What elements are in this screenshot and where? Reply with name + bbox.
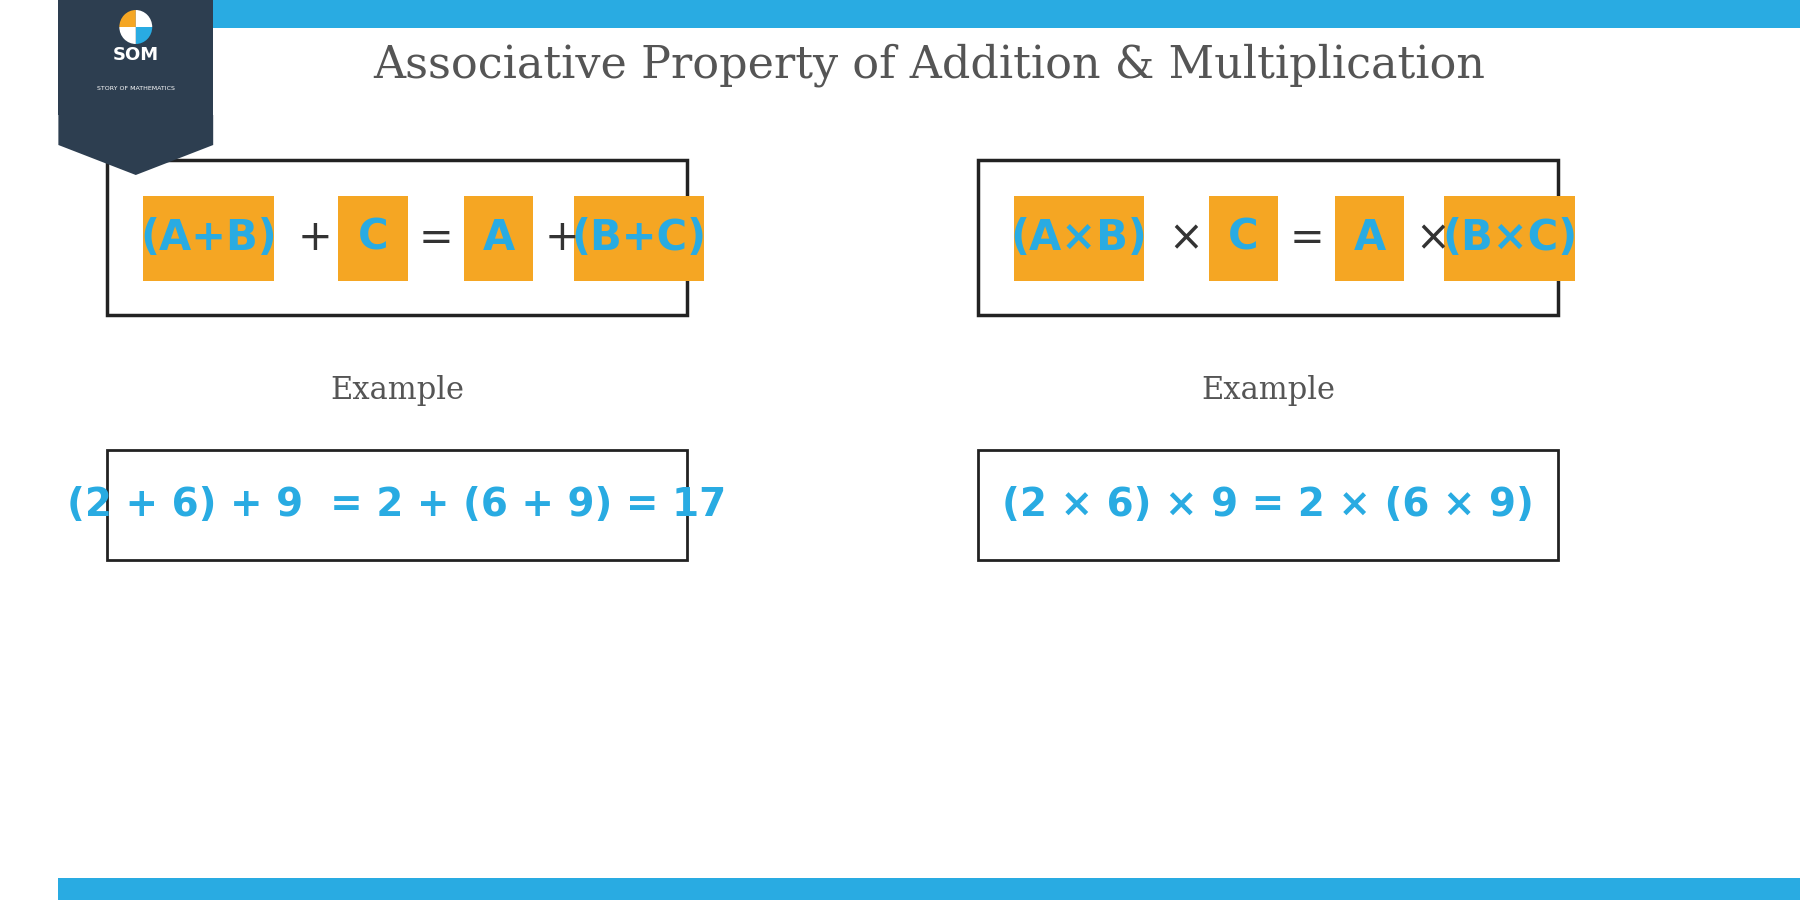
Text: Example: Example — [329, 374, 464, 406]
Text: A: A — [1354, 217, 1386, 259]
Text: C: C — [1228, 217, 1258, 259]
FancyBboxPatch shape — [1444, 195, 1575, 281]
Text: +: + — [297, 217, 333, 259]
Wedge shape — [119, 27, 135, 44]
Text: =: = — [1289, 217, 1325, 259]
FancyBboxPatch shape — [977, 450, 1559, 560]
FancyBboxPatch shape — [106, 450, 688, 560]
Text: SOM: SOM — [113, 46, 158, 64]
FancyBboxPatch shape — [338, 195, 407, 281]
Text: (A×B): (A×B) — [1012, 217, 1148, 259]
FancyBboxPatch shape — [58, 878, 1800, 900]
Text: (A+B): (A+B) — [140, 217, 277, 259]
Text: =: = — [418, 217, 454, 259]
FancyBboxPatch shape — [106, 160, 688, 315]
Wedge shape — [135, 10, 153, 27]
Text: (2 × 6) × 9 = 2 × (6 × 9): (2 × 6) × 9 = 2 × (6 × 9) — [1003, 486, 1534, 524]
FancyBboxPatch shape — [464, 195, 533, 281]
FancyBboxPatch shape — [1210, 195, 1278, 281]
FancyBboxPatch shape — [142, 195, 274, 281]
Text: C: C — [358, 217, 389, 259]
FancyBboxPatch shape — [1013, 195, 1145, 281]
Text: (B+C): (B+C) — [571, 217, 706, 259]
Text: Example: Example — [1201, 374, 1336, 406]
FancyBboxPatch shape — [58, 0, 212, 115]
FancyBboxPatch shape — [58, 0, 209, 100]
Polygon shape — [58, 115, 212, 175]
Text: +: + — [544, 217, 580, 259]
Text: (2 + 6) + 9  = 2 + (6 + 9) = 17: (2 + 6) + 9 = 2 + (6 + 9) = 17 — [67, 486, 727, 524]
Wedge shape — [119, 10, 135, 27]
Text: (B×C): (B×C) — [1442, 217, 1577, 259]
FancyBboxPatch shape — [1334, 195, 1404, 281]
FancyBboxPatch shape — [58, 0, 1800, 28]
Text: ×: × — [1415, 217, 1449, 259]
Wedge shape — [135, 27, 153, 44]
Text: A: A — [482, 217, 515, 259]
Text: STORY OF MATHEMATICS: STORY OF MATHEMATICS — [97, 86, 175, 91]
Text: ×: × — [1168, 217, 1202, 259]
FancyBboxPatch shape — [574, 195, 704, 281]
FancyBboxPatch shape — [977, 160, 1559, 315]
Text: Associative Property of Addition & Multiplication: Associative Property of Addition & Multi… — [373, 43, 1485, 86]
